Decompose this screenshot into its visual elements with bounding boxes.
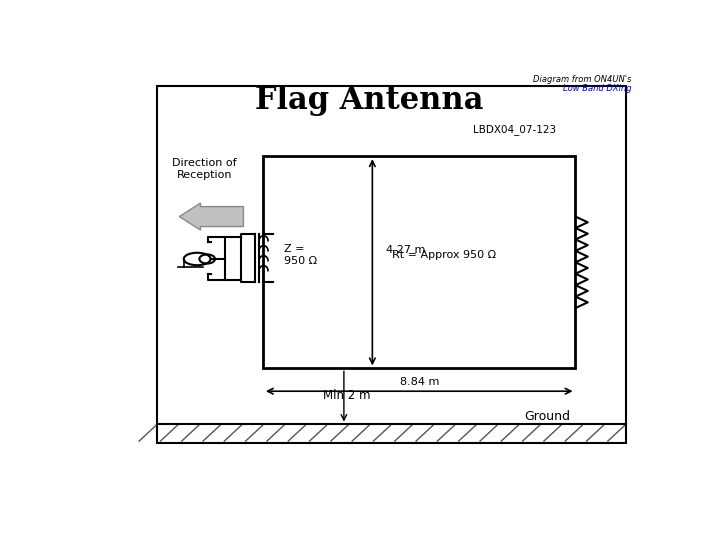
Text: Low Band DXing: Low Band DXing	[562, 84, 631, 92]
FancyArrow shape	[179, 203, 243, 230]
Text: 8.84 m: 8.84 m	[400, 377, 439, 387]
Text: Rt = Approx 950 Ω: Rt = Approx 950 Ω	[392, 250, 496, 260]
Text: Diagram from ON4UN's: Diagram from ON4UN's	[533, 75, 631, 84]
Bar	[157, 85, 626, 443]
Text: Flag Antenna: Flag Antenna	[255, 85, 483, 116]
Text: LBDX04_07-123: LBDX04_07-123	[472, 124, 556, 134]
Text: 4.27 m: 4.27 m	[387, 245, 426, 255]
Text: Z =
950 Ω: Z = 950 Ω	[284, 244, 318, 266]
Text: Ground: Ground	[525, 410, 570, 423]
Bar	[225, 237, 240, 280]
Text: Mln 2 m: Mln 2 m	[323, 389, 370, 402]
Bar	[263, 156, 575, 368]
Text: Direction of
Reception: Direction of Reception	[172, 158, 237, 179]
